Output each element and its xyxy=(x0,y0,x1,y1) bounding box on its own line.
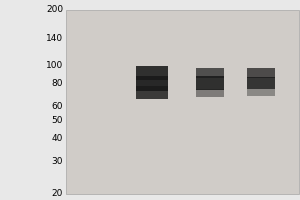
Bar xyxy=(247,89,275,96)
Text: 80: 80 xyxy=(52,79,63,88)
Bar xyxy=(196,76,224,90)
Bar xyxy=(247,68,275,78)
Text: 100: 100 xyxy=(46,61,63,70)
Bar xyxy=(136,66,168,80)
Text: 140: 140 xyxy=(46,34,63,43)
Text: B: B xyxy=(207,0,214,2)
Text: 50: 50 xyxy=(52,116,63,125)
Text: C: C xyxy=(258,0,265,2)
Text: A: A xyxy=(148,0,156,2)
Text: 20: 20 xyxy=(52,190,63,198)
Text: 40: 40 xyxy=(52,134,63,143)
Bar xyxy=(66,10,298,194)
Text: 60: 60 xyxy=(52,102,63,111)
Bar xyxy=(196,68,224,78)
Text: 30: 30 xyxy=(52,157,63,166)
Text: kDa: kDa xyxy=(0,0,24,2)
Text: 200: 200 xyxy=(46,5,63,15)
Bar xyxy=(247,77,275,89)
Bar xyxy=(136,86,168,99)
Bar xyxy=(196,89,224,97)
Bar xyxy=(136,76,168,91)
